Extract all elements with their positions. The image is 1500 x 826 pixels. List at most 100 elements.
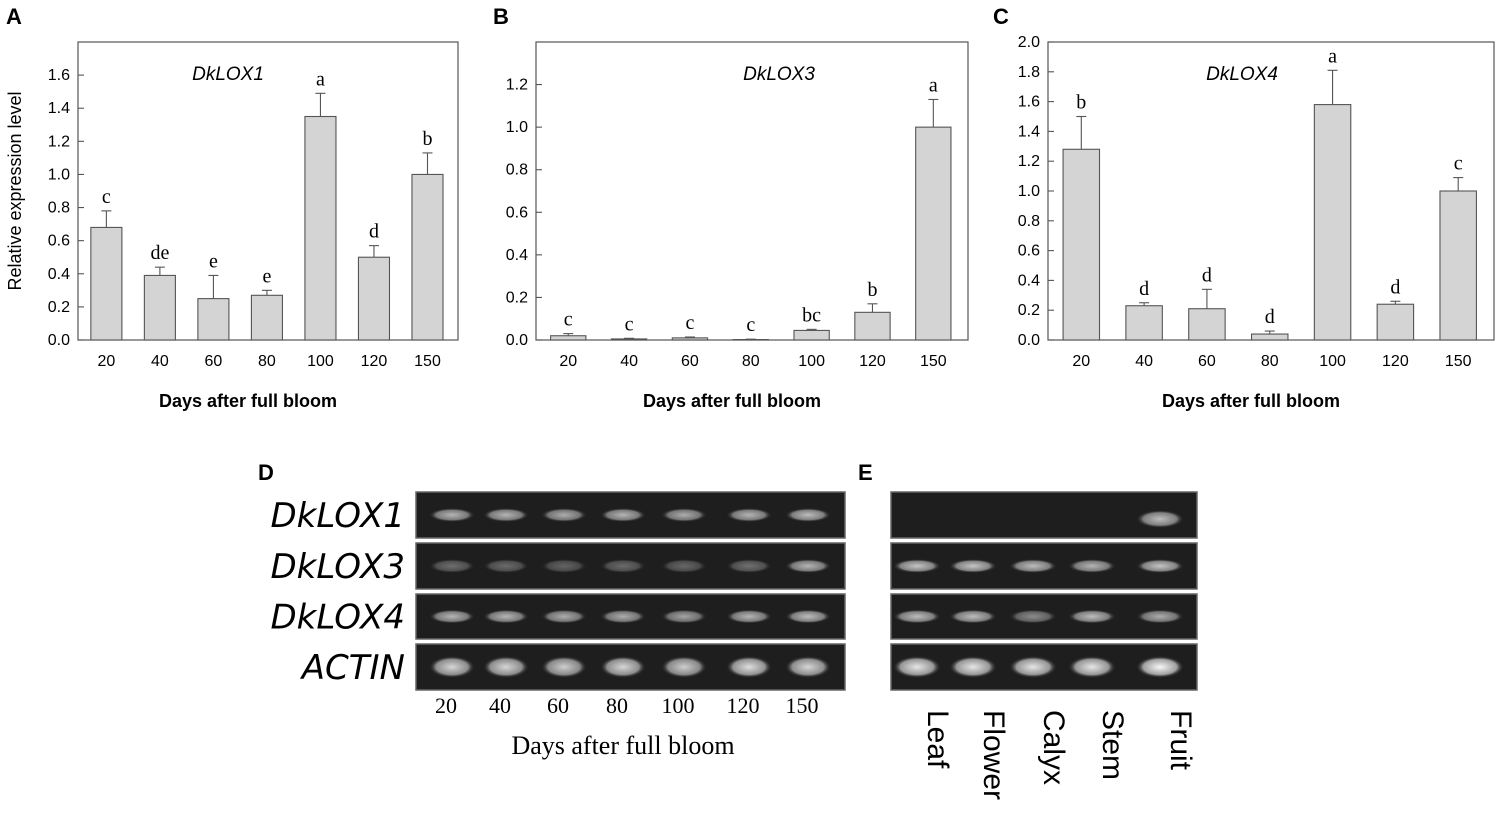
gel-band xyxy=(726,559,772,573)
x-tick-label: 80 xyxy=(742,353,760,370)
significance-letter: bc xyxy=(802,304,821,326)
y-tick-label: 1.8 xyxy=(1018,64,1040,81)
gel-band xyxy=(893,609,941,624)
gel-band xyxy=(1068,559,1116,573)
significance-letter: d xyxy=(1139,278,1149,300)
x-tick-label: 60 xyxy=(205,353,223,370)
y-axis-label: Relative expression level xyxy=(5,91,25,290)
gel-band xyxy=(541,656,587,678)
significance-letter: c xyxy=(564,309,573,331)
gel-band xyxy=(949,559,997,573)
gel-band xyxy=(1068,609,1116,624)
y-tick-label: 1.0 xyxy=(48,166,70,183)
gel-band xyxy=(661,559,707,573)
gel-band xyxy=(785,559,831,573)
lane-label: 20 xyxy=(435,693,457,718)
tissue-label: Calyx xyxy=(1037,710,1070,785)
significance-letter: b xyxy=(422,128,432,150)
gel-band xyxy=(600,508,646,522)
bar-40 xyxy=(610,338,648,341)
significance-letter: c xyxy=(746,314,755,336)
bar-chart-a: A0.00.20.40.60.81.01.21.41.6 DkLOX1c20de4… xyxy=(5,4,459,411)
panel-letter: D xyxy=(258,460,274,485)
gel-x-axis-label: Days after full bloom xyxy=(511,731,734,760)
x-tick-label: 60 xyxy=(1198,353,1216,370)
significance-letter: a xyxy=(316,68,325,90)
gel-band xyxy=(1009,559,1057,573)
lane-label: 80 xyxy=(606,693,628,718)
lane-label: 150 xyxy=(786,693,819,718)
gel-band xyxy=(893,656,941,678)
gel-band xyxy=(600,609,646,624)
x-tick-label: 80 xyxy=(1261,353,1279,370)
bar-60 xyxy=(1188,308,1226,341)
bar-150 xyxy=(411,173,444,341)
bar-20 xyxy=(1062,148,1101,341)
gel-band xyxy=(483,609,529,624)
x-tick-label: 150 xyxy=(920,353,947,370)
bar-100 xyxy=(1313,104,1352,341)
bar-20 xyxy=(90,226,123,341)
significance-letter: c xyxy=(1454,153,1463,175)
bar-120 xyxy=(357,256,391,341)
x-tick-label: 20 xyxy=(97,353,115,370)
x-tick-label: 120 xyxy=(859,353,886,370)
y-tick-label: 0.0 xyxy=(48,332,70,349)
gene-label: DkLOX4 xyxy=(270,598,405,638)
bar-100 xyxy=(793,329,830,341)
bar-80 xyxy=(1250,333,1289,341)
gel-band xyxy=(600,559,646,573)
gel-panel-d: D DkLOX1 DkLOX3 DkLOX4 ACTIN 20 40 60 80 100 120 15… xyxy=(258,460,846,760)
gel-band xyxy=(1136,609,1184,624)
chart-title: DkLOX4 xyxy=(1206,64,1278,85)
x-axis-label: Days after full bloom xyxy=(1162,391,1340,411)
x-tick-label: 100 xyxy=(798,353,825,370)
gel-band xyxy=(483,656,529,678)
gene-label: DkLOX1 xyxy=(270,496,405,536)
significance-letter: e xyxy=(262,265,271,287)
significance-letter: d xyxy=(1390,276,1400,298)
x-tick-label: 20 xyxy=(1072,353,1090,370)
gel-band xyxy=(893,559,941,573)
y-tick-label: 1.4 xyxy=(48,100,70,117)
gel-band xyxy=(661,656,707,678)
gel-band xyxy=(949,609,997,624)
gel-band xyxy=(661,609,707,624)
gel-panel-e: E Leaf Flower Calyx Stem Fruit xyxy=(858,460,1198,800)
y-tick-label: 0.8 xyxy=(48,200,70,217)
gel-band xyxy=(483,559,529,573)
x-tick-label: 80 xyxy=(258,353,276,370)
gel-band xyxy=(949,656,997,678)
significance-letter: c xyxy=(685,312,694,334)
y-tick-label: 1.0 xyxy=(506,119,528,136)
significance-letter: d xyxy=(1202,264,1212,286)
plot-frame xyxy=(1047,41,1495,341)
y-tick-label: 1.4 xyxy=(1018,123,1040,140)
bar-120 xyxy=(854,311,891,341)
gel-band xyxy=(600,656,646,678)
gel-band xyxy=(429,508,475,522)
lane-label: 60 xyxy=(547,693,569,718)
y-tick-label: 0.8 xyxy=(506,162,528,179)
x-axis-label: Days after full bloom xyxy=(643,391,821,411)
gel-band xyxy=(726,656,772,678)
gel-band xyxy=(541,559,587,573)
gel-band xyxy=(785,508,831,522)
gel-band xyxy=(661,508,707,522)
x-tick-label: 100 xyxy=(307,353,334,370)
bar-100 xyxy=(304,115,337,341)
bar-40 xyxy=(1125,305,1163,341)
tissue-label: Stem xyxy=(1096,710,1129,780)
bar-150 xyxy=(915,126,952,341)
plot-frame xyxy=(535,41,969,341)
gene-label: ACTIN xyxy=(300,648,405,688)
y-tick-label: 2.0 xyxy=(1018,34,1040,51)
gel-band xyxy=(1136,559,1184,573)
chart-title: DkLOX3 xyxy=(743,64,815,85)
gel-band xyxy=(1009,656,1057,678)
y-tick-label: 0.6 xyxy=(506,204,528,221)
bar-chart-b: B 0.0 0.2 0.4 0.6 0.8 1.0 1.2 DkLOX3 c 20 c 40 c 60 c 80… xyxy=(493,4,969,411)
y-tick-label: 0.8 xyxy=(1018,213,1040,230)
gel-band xyxy=(785,609,831,624)
